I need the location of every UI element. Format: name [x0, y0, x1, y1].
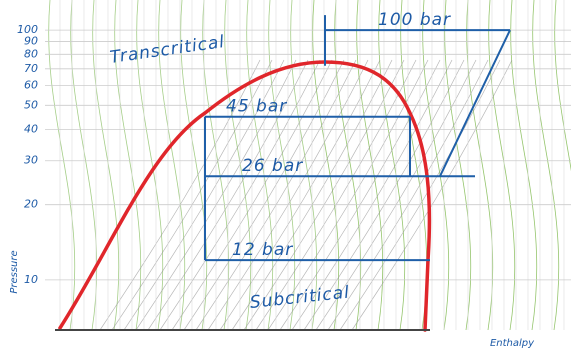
- y-tick-label: 100: [17, 23, 38, 36]
- annotation: Transcritical: [109, 32, 227, 68]
- cycles: 12 bar 26 bar 45 bar 100 bar: [205, 10, 510, 260]
- y-tick-label: 60: [24, 79, 38, 92]
- chart: 10 20 30 40 50 60 70 8090100 12 bar 26 bar 45 bar…: [0, 0, 571, 349]
- page: {"chart_data":{"type":"line","ylabel":"P…: [0, 0, 571, 349]
- y-tick-label: 80: [24, 47, 38, 60]
- cycle-label: 12 bar: [232, 240, 293, 260]
- isotherm: [555, 0, 571, 330]
- y-tick-label: 40: [24, 123, 38, 136]
- y-tick-label: 90: [24, 35, 38, 48]
- cycle-label: 45 bar: [226, 97, 287, 117]
- x-axis-label: Enthalpy: [490, 338, 535, 349]
- y-tick-label: 10: [24, 273, 38, 286]
- y-tick-label: 20: [24, 198, 38, 211]
- y-tick-label: 30: [24, 154, 38, 167]
- cycle-label: 26 bar: [242, 156, 303, 176]
- cycle-label: 100 bar: [378, 10, 451, 30]
- y-tick-label: 50: [24, 98, 38, 111]
- y-axis-label: Pressure: [9, 250, 20, 293]
- y-tick-label: 70: [24, 62, 38, 75]
